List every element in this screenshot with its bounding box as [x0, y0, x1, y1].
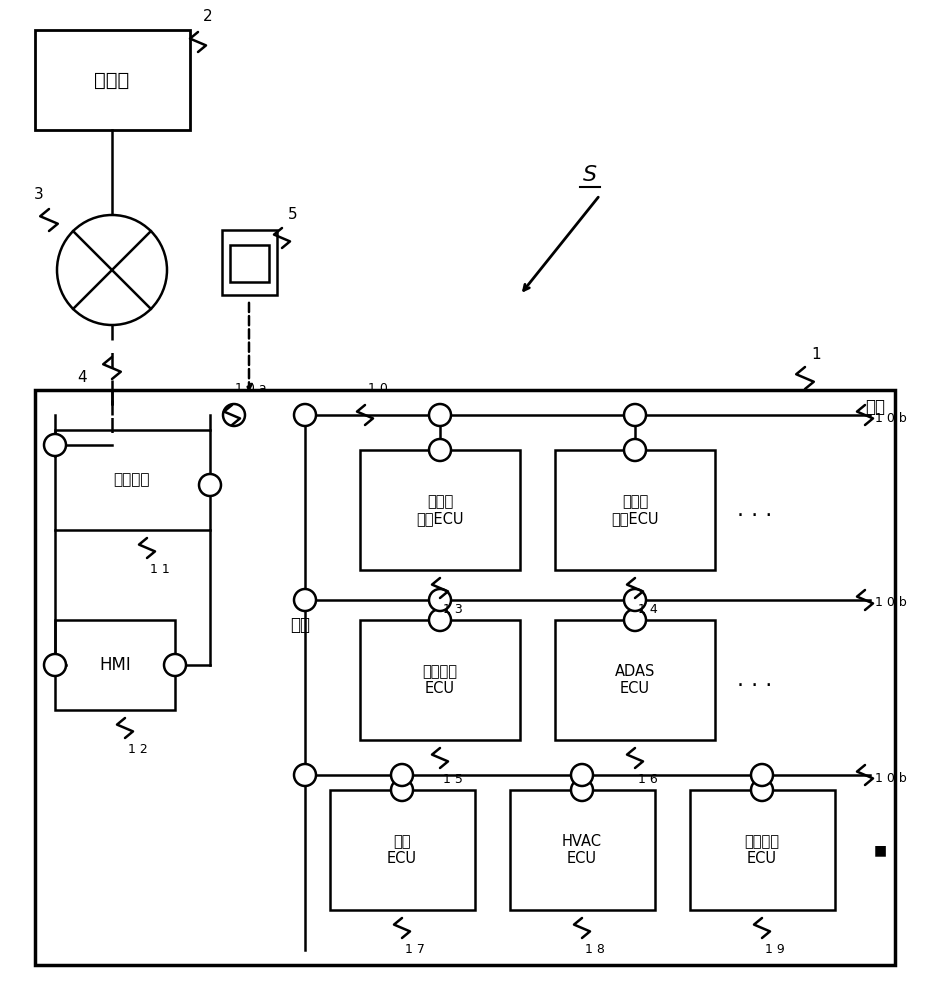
Text: ■: ■	[873, 843, 886, 857]
Text: 服务器: 服务器	[95, 70, 130, 90]
Text: 1 8: 1 8	[585, 943, 605, 956]
Text: 1 0 a: 1 0 a	[235, 382, 267, 395]
Circle shape	[164, 654, 186, 676]
Circle shape	[624, 439, 646, 461]
Circle shape	[57, 215, 167, 325]
Bar	[360, 450, 520, 570]
Circle shape	[571, 764, 593, 786]
Circle shape	[624, 589, 646, 611]
Circle shape	[223, 404, 245, 426]
Text: . . .: . . .	[737, 670, 772, 690]
Text: 车辆管理
ECU: 车辆管理 ECU	[744, 834, 780, 866]
Circle shape	[44, 434, 66, 456]
Circle shape	[571, 779, 593, 801]
Circle shape	[391, 764, 413, 786]
Text: 1 0 b: 1 0 b	[875, 596, 907, 609]
Circle shape	[429, 439, 451, 461]
Bar	[230, 245, 269, 282]
Text: 1 4: 1 4	[638, 603, 658, 616]
Text: 1 0: 1 0	[368, 382, 387, 395]
Circle shape	[429, 609, 451, 631]
Text: 发动机
控制ECU: 发动机 控制ECU	[416, 494, 464, 526]
Bar	[690, 790, 835, 910]
Bar	[330, 790, 475, 910]
Bar	[555, 450, 715, 570]
Circle shape	[624, 609, 646, 631]
Bar	[555, 620, 715, 740]
Circle shape	[429, 589, 451, 611]
Circle shape	[294, 764, 316, 786]
Text: 1 7: 1 7	[405, 943, 425, 956]
Text: 1 2: 1 2	[128, 743, 147, 756]
Text: S: S	[583, 165, 597, 185]
Text: 气囊
ECU: 气囊 ECU	[387, 834, 417, 866]
Text: 1 6: 1 6	[638, 773, 658, 786]
Text: 4: 4	[77, 370, 87, 385]
Bar	[55, 430, 210, 530]
Text: . . .: . . .	[737, 500, 772, 520]
Bar	[510, 790, 655, 910]
Bar	[360, 620, 520, 740]
Text: 2: 2	[203, 9, 212, 24]
Text: 自动驾驶
ECU: 自动驾驶 ECU	[423, 664, 458, 696]
Circle shape	[294, 589, 316, 611]
Text: 3: 3	[34, 187, 44, 202]
Text: 网关: 网关	[290, 616, 310, 634]
Circle shape	[44, 654, 66, 676]
Text: ADAS
ECU: ADAS ECU	[615, 664, 655, 696]
Bar	[35, 30, 190, 130]
Bar	[55, 620, 175, 710]
Circle shape	[751, 764, 773, 786]
Text: 1: 1	[811, 347, 820, 362]
Text: 1 3: 1 3	[443, 603, 463, 616]
Text: 5: 5	[288, 207, 298, 222]
Text: 通信模块: 通信模块	[114, 473, 150, 488]
Text: 1 9: 1 9	[765, 943, 785, 956]
Text: HMI: HMI	[99, 656, 131, 674]
Text: 1 0 b: 1 0 b	[875, 772, 907, 784]
Text: 车辆: 车辆	[865, 398, 885, 416]
Circle shape	[199, 474, 221, 496]
Bar	[222, 230, 277, 295]
Circle shape	[624, 404, 646, 426]
Circle shape	[751, 779, 773, 801]
Circle shape	[294, 404, 316, 426]
Text: 制动器
控制ECU: 制动器 控制ECU	[611, 494, 659, 526]
Text: HVAC
ECU: HVAC ECU	[562, 834, 602, 866]
Text: 1 5: 1 5	[443, 773, 463, 786]
Circle shape	[391, 779, 413, 801]
Circle shape	[429, 404, 451, 426]
Bar	[35, 390, 895, 965]
Text: 1 0 b: 1 0 b	[875, 412, 907, 424]
Text: 1 1: 1 1	[150, 563, 170, 576]
